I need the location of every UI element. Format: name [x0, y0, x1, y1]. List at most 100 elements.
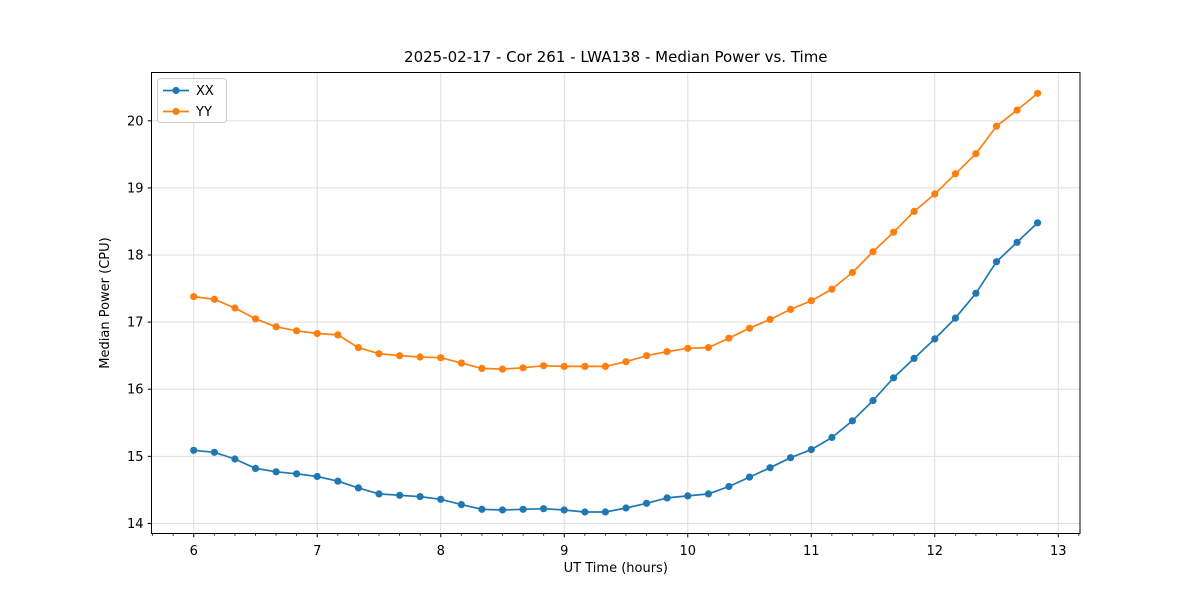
- data-point-XX: [396, 491, 404, 499]
- data-point-YY: [375, 350, 383, 358]
- data-point-XX: [972, 289, 980, 297]
- data-point-XX: [663, 494, 671, 502]
- data-point-XX: [272, 468, 280, 476]
- data-point-XX: [293, 470, 301, 478]
- data-point-XX: [190, 446, 198, 454]
- x-tick-label: 13: [1050, 544, 1067, 559]
- data-point-YY: [251, 315, 260, 323]
- data-point-XX: [581, 508, 589, 516]
- data-point-YY: [519, 364, 527, 372]
- data-point-YY: [828, 285, 836, 293]
- data-point-YY: [560, 362, 568, 370]
- data-point-YY: [272, 323, 280, 331]
- y-tick-label: 18: [127, 249, 144, 264]
- data-point-YY: [457, 359, 465, 367]
- x-tick-label: 8: [437, 544, 445, 559]
- data-point-XX: [601, 508, 610, 516]
- data-point-YY: [540, 362, 548, 370]
- data-point-YY: [725, 334, 733, 342]
- y-tick-label: 17: [127, 316, 144, 331]
- legend-marker-xx: [172, 86, 180, 95]
- data-point-YY: [704, 344, 713, 352]
- data-point-YY: [581, 362, 589, 370]
- data-point-YY: [293, 327, 301, 335]
- legend-box: [157, 78, 227, 123]
- data-point-XX: [766, 464, 774, 472]
- data-point-YY: [663, 348, 671, 356]
- data-point-YY: [766, 315, 774, 323]
- tick-labels: 6 7 8 9 10 11 12 13 14 15 16 17 18 19 20: [127, 114, 1067, 559]
- data-point-YY: [396, 352, 404, 360]
- y-axis-label: Median Power (CPU): [98, 237, 113, 368]
- axis-ticks: [147, 120, 1080, 538]
- data-point-YY: [684, 344, 692, 352]
- data-point-XX: [1013, 238, 1021, 246]
- data-point-YY: [931, 190, 939, 198]
- legend: XX YY: [157, 78, 227, 123]
- legend-item-xx: XX: [163, 84, 214, 99]
- data-point-XX: [210, 448, 218, 456]
- x-tick-label: 11: [803, 544, 820, 559]
- data-point-XX: [416, 493, 424, 501]
- data-point-YY: [848, 268, 857, 277]
- data-point-XX: [231, 455, 239, 463]
- legend-marker-yy: [172, 107, 180, 116]
- data-point-YY: [745, 324, 754, 332]
- series-line-YY: [192, 92, 1039, 370]
- x-tick-label: 9: [560, 544, 568, 559]
- data-point-YY: [190, 293, 198, 301]
- data-point-XX: [643, 499, 651, 507]
- data-point-YY: [601, 362, 610, 370]
- data-point-XX: [519, 505, 527, 513]
- data-point-XX: [457, 501, 465, 509]
- data-point-YY: [334, 331, 342, 339]
- data-point-XX: [869, 397, 877, 405]
- data-point-YY: [951, 170, 960, 178]
- x-tick-label: 6: [190, 544, 198, 559]
- data-point-XX: [807, 446, 815, 454]
- data-point-XX: [560, 506, 568, 514]
- data-point-YY: [622, 358, 630, 366]
- series-line-XX: [192, 221, 1039, 513]
- legend-item-yy: YY: [163, 105, 212, 120]
- data-point-XX: [704, 490, 713, 498]
- data-point-XX: [354, 484, 362, 492]
- data-point-XX: [910, 354, 918, 362]
- data-point-XX: [313, 472, 321, 481]
- data-point-YY: [313, 329, 321, 338]
- data-point-XX: [375, 490, 383, 498]
- legend-label-xx: XX: [196, 84, 214, 99]
- plot-frame: [151, 72, 1081, 534]
- y-tick-label: 20: [127, 114, 144, 129]
- data-point-XX: [437, 495, 445, 503]
- data-point-YY: [807, 297, 815, 305]
- data-point-XX: [828, 433, 836, 442]
- x-tick-label: 12: [926, 544, 943, 559]
- data-point-XX: [890, 374, 898, 382]
- data-point-YY: [890, 228, 898, 236]
- data-point-XX: [848, 417, 857, 425]
- y-tick-label: 15: [127, 450, 144, 465]
- x-tick-label: 10: [679, 544, 696, 559]
- data-point-YY: [437, 354, 445, 362]
- y-tick-label: 14: [127, 517, 144, 532]
- data-point-XX: [992, 258, 1001, 266]
- data-point-XX: [334, 477, 342, 485]
- data-point-XX: [498, 506, 507, 514]
- data-point-YY: [478, 364, 486, 372]
- data-point-YY: [910, 207, 918, 215]
- data-series: [190, 89, 1042, 516]
- data-point-YY: [498, 365, 507, 373]
- data-point-YY: [643, 352, 651, 360]
- data-point-YY: [1034, 89, 1042, 97]
- data-point-YY: [231, 304, 239, 312]
- data-point-XX: [725, 482, 733, 491]
- y-tick-label: 19: [127, 181, 144, 196]
- data-point-XX: [684, 492, 692, 500]
- data-point-YY: [787, 305, 795, 313]
- data-point-YY: [1013, 106, 1021, 114]
- x-tick-label: 7: [313, 544, 321, 559]
- data-point-XX: [622, 504, 630, 512]
